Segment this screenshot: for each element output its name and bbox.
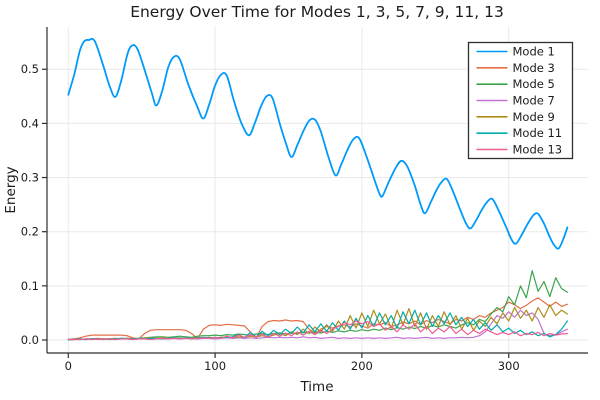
y-tick-label: 0.1 xyxy=(21,279,39,293)
series-line-mode-1 xyxy=(67,37,569,250)
y-tick-label: 0.5 xyxy=(21,62,39,76)
legend-item-label: Mode 13 xyxy=(513,143,563,157)
x-tick-label: 0 xyxy=(65,359,72,373)
legend: Mode 1 Mode 3 Mode 5 Mode 7 Mode 9 Mode 11 Mod… xyxy=(467,41,574,160)
y-axis-label: Energy xyxy=(3,166,19,213)
x-tick-label: 100 xyxy=(204,359,226,373)
series-layer xyxy=(67,37,569,341)
legend-item-label: Mode 1 xyxy=(513,45,555,59)
legend-item-label: Mode 11 xyxy=(513,126,563,140)
legend-item-label: Mode 7 xyxy=(513,94,555,108)
x-tick-label: 200 xyxy=(351,359,373,373)
legend-item-label: Mode 9 xyxy=(513,110,555,124)
x-tick-label: 300 xyxy=(498,359,520,373)
axes-layer xyxy=(42,27,588,358)
chart-title: Energy Over Time for Modes 1, 3, 5, 7, 9… xyxy=(130,3,504,21)
y-tick-label: 0.0 xyxy=(21,333,39,347)
y-tick-label: 0.4 xyxy=(21,116,39,130)
legend-item-mode-1: Mode 1 xyxy=(476,45,555,59)
legend-item-mode-11: Mode 11 xyxy=(476,126,563,140)
y-tick-label: 0.2 xyxy=(21,225,39,239)
series-line-mode-11 xyxy=(67,309,568,341)
legend-item-label: Mode 5 xyxy=(513,77,555,91)
series-line-mode-3 xyxy=(67,297,568,341)
legend-item-mode-3: Mode 3 xyxy=(476,61,555,75)
x-axis-label: Time xyxy=(299,379,333,395)
legend-item-mode-9: Mode 9 xyxy=(476,110,555,124)
tick-label-layer: 0 100 200 300 0.0 0.1 0.2 0.3 0.4 0.5 xyxy=(21,62,520,373)
legend-item-mode-5: Mode 5 xyxy=(476,77,555,91)
legend-item-mode-13: Mode 13 xyxy=(476,143,563,157)
series-line-mode-13 xyxy=(67,320,568,341)
y-tick-label: 0.3 xyxy=(21,171,39,185)
legend-item-mode-7: Mode 7 xyxy=(476,94,555,108)
legend-item-label: Mode 3 xyxy=(513,61,555,75)
